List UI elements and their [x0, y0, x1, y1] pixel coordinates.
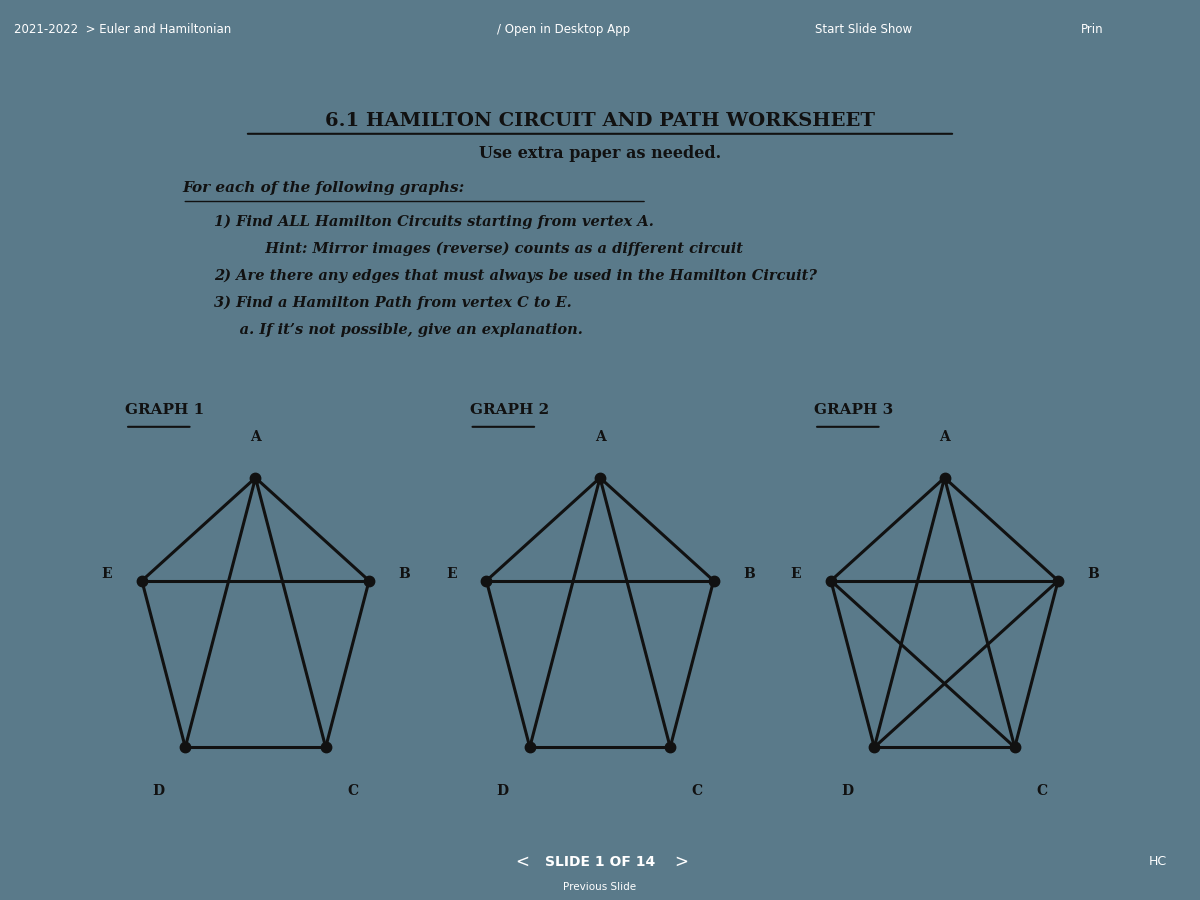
Text: GRAPH 2: GRAPH 2 [469, 403, 548, 417]
Text: 2) Are there any edges that must always be used in the Hamilton Circuit?: 2) Are there any edges that must always … [214, 269, 817, 284]
Text: Hint: Mirror images (reverse) counts as a different circuit: Hint: Mirror images (reverse) counts as … [214, 242, 743, 256]
Text: 1) Find ALL Hamilton Circuits starting from vertex A.: 1) Find ALL Hamilton Circuits starting f… [214, 215, 654, 230]
Text: / Open in Desktop App: / Open in Desktop App [498, 22, 630, 36]
Text: Previous Slide: Previous Slide [564, 882, 636, 892]
Text: B: B [743, 567, 755, 580]
Text: A: A [250, 430, 260, 444]
Text: GRAPH 1: GRAPH 1 [125, 403, 204, 417]
Text: C: C [1037, 784, 1048, 798]
Text: E: E [791, 567, 800, 580]
Text: For each of the following graphs:: For each of the following graphs: [182, 181, 464, 194]
Text: D: D [841, 784, 853, 798]
Text: >: > [674, 853, 689, 871]
Text: SLIDE 1 OF 14: SLIDE 1 OF 14 [545, 855, 655, 869]
Text: Use extra paper as needed.: Use extra paper as needed. [479, 145, 721, 162]
Text: E: E [446, 567, 456, 580]
Text: E: E [101, 567, 112, 580]
Text: 2021-2022  > Euler and Hamiltonian: 2021-2022 > Euler and Hamiltonian [14, 22, 232, 36]
Text: Prin: Prin [1081, 22, 1103, 36]
Text: B: B [1087, 567, 1099, 580]
Text: 6.1 HAMILTON CIRCUIT AND PATH WORKSHEET: 6.1 HAMILTON CIRCUIT AND PATH WORKSHEET [325, 112, 875, 130]
Text: D: D [497, 784, 509, 798]
Text: C: C [691, 784, 703, 798]
Text: HC: HC [1148, 856, 1168, 868]
Text: A: A [940, 430, 950, 444]
Text: A: A [595, 430, 605, 444]
Text: Start Slide Show: Start Slide Show [816, 22, 912, 36]
Text: <: < [515, 853, 529, 871]
Text: GRAPH 3: GRAPH 3 [815, 403, 894, 417]
Text: C: C [347, 784, 359, 798]
Text: B: B [398, 567, 410, 580]
Text: a. If it’s not possible, give an explanation.: a. If it’s not possible, give an explana… [214, 323, 582, 337]
Text: 3) Find a Hamilton Path from vertex C to E.: 3) Find a Hamilton Path from vertex C to… [214, 296, 571, 310]
Text: D: D [152, 784, 164, 798]
